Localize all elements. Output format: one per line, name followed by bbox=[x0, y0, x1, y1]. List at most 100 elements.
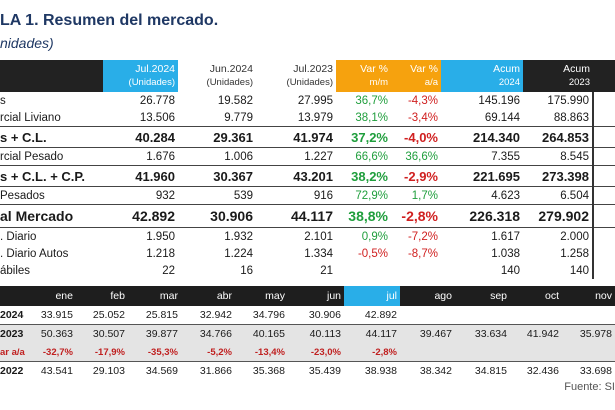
value-cell: 9.779 bbox=[224, 111, 253, 124]
year-row-2023: 2023 50.363 30.507 39.877 34.766 40.165 … bbox=[0, 324, 615, 343]
var-mm-cell: 38,2% bbox=[336, 165, 391, 187]
page-title: LA 1. Resumen del mercado. bbox=[0, 12, 219, 29]
table-row: Pesados 932 539 916 72,9% 1,7% 4.623 6.5… bbox=[0, 186, 615, 205]
value-cell: 30.906 bbox=[178, 204, 256, 228]
var-aa-row: ar a/a -32,7% -17,9% -35,3% -5,2% -13,4%… bbox=[0, 343, 615, 362]
value-cell: 4.623 bbox=[491, 189, 520, 202]
table-row-subtotal: s + C.L. 40.284 29.361 41.974 37,2% -4,0… bbox=[0, 126, 615, 148]
value-cell: 27.995 bbox=[297, 94, 333, 107]
market-summary-table: Jul.2024 (Unidades) Jun.2024 (Unidades) Ju… bbox=[0, 60, 615, 279]
table-row: s 26.778 19.582 27.995 36,7% -4,3% 145.1… bbox=[0, 92, 615, 109]
month-value: 32.942 bbox=[199, 309, 232, 321]
var-aa-cell: -4,3% bbox=[407, 94, 438, 107]
row-edge bbox=[592, 262, 615, 279]
header-var-aa: Var % a/a bbox=[391, 60, 441, 92]
month-value: 40.165 bbox=[235, 324, 288, 343]
var-value: -13,4% bbox=[235, 343, 288, 362]
var-mm-cell: -0,5% bbox=[357, 247, 388, 260]
year-label: 2022 bbox=[0, 361, 28, 380]
row-edge bbox=[592, 92, 615, 109]
row-label: rcial Liviano bbox=[0, 111, 61, 124]
value-cell: 1.258 bbox=[560, 247, 589, 260]
month-header: may bbox=[235, 286, 288, 306]
value-cell: 1.932 bbox=[224, 230, 253, 243]
table-row-total: al Mercado 42.892 30.906 44.117 38,8% -2… bbox=[0, 204, 615, 228]
row-edge bbox=[592, 165, 615, 187]
row-label: s + C.L. bbox=[0, 126, 103, 148]
table-row: . Diario Autos 1.218 1.224 1.334 -0,5% -… bbox=[0, 245, 615, 262]
value-cell: 226.318 bbox=[441, 204, 523, 228]
value-cell: 7.355 bbox=[491, 150, 520, 163]
row-edge bbox=[592, 245, 615, 262]
value-cell: 41.974 bbox=[256, 126, 336, 148]
var-mm-cell: 66,6% bbox=[355, 150, 388, 163]
year-row-2024: 2024 33.915 25.052 25.815 32.942 34.796 … bbox=[0, 306, 615, 325]
var-mm-cell: 72,9% bbox=[355, 189, 388, 202]
var-value: -32,7% bbox=[28, 343, 76, 362]
month-value: 33.698 bbox=[562, 361, 615, 380]
month-header: abr bbox=[181, 286, 235, 306]
month-header: ene bbox=[28, 286, 76, 306]
value-cell: 6.504 bbox=[560, 189, 589, 202]
row-edge bbox=[592, 204, 615, 228]
month-value: 38.342 bbox=[400, 361, 455, 380]
month-value bbox=[455, 306, 510, 325]
value-cell: 916 bbox=[313, 189, 333, 202]
month-value: 43.541 bbox=[28, 361, 76, 380]
month-value: 42.892 bbox=[364, 309, 397, 321]
month-header: oct bbox=[510, 286, 562, 306]
value-cell: 273.398 bbox=[523, 165, 593, 187]
var-value bbox=[562, 343, 615, 362]
month-header: feb bbox=[76, 286, 128, 306]
var-aa-cell: -7,2% bbox=[407, 230, 438, 243]
page-subtitle: nidades) bbox=[0, 35, 54, 51]
var-mm-cell: 0,9% bbox=[361, 230, 388, 243]
value-cell: 2.101 bbox=[304, 230, 333, 243]
value-cell: 1.950 bbox=[146, 230, 175, 243]
month-header: sep bbox=[455, 286, 510, 306]
month-value: 39.467 bbox=[400, 324, 455, 343]
value-cell: 30.367 bbox=[178, 165, 256, 187]
month-value: 35.368 bbox=[235, 361, 288, 380]
var-aa-cell: -2,9% bbox=[391, 165, 441, 187]
table-row: rcial Pesado 1.676 1.006 1.227 66,6% 36,… bbox=[0, 147, 615, 166]
var-mm-cell: 38,1% bbox=[355, 111, 388, 124]
month-header: ago bbox=[400, 286, 455, 306]
month-value: 31.866 bbox=[181, 361, 235, 380]
var-aa-cell: 36,6% bbox=[405, 150, 438, 163]
month-header-current: jul bbox=[344, 286, 400, 306]
value-cell: 175.990 bbox=[547, 94, 589, 107]
value-cell: 13.979 bbox=[297, 111, 333, 124]
var-value: -17,9% bbox=[76, 343, 128, 362]
value-cell: 214.340 bbox=[441, 126, 523, 148]
var-aa-cell: -3,4% bbox=[407, 111, 438, 124]
month-value: 34.815 bbox=[455, 361, 510, 380]
header-acum-2023: Acum 2023 bbox=[523, 60, 593, 92]
row-edge bbox=[592, 227, 615, 245]
month-header: nov bbox=[562, 286, 615, 306]
month-value: 29.103 bbox=[76, 361, 128, 380]
var-value bbox=[455, 343, 510, 362]
var-aa-cell: 1,7% bbox=[411, 189, 438, 202]
value-cell: 1.006 bbox=[224, 150, 253, 163]
var-label: ar a/a bbox=[0, 343, 28, 362]
month-value: 34.796 bbox=[252, 309, 285, 321]
var-aa-cell bbox=[391, 262, 441, 279]
month-value: 44.117 bbox=[344, 324, 400, 343]
monthly-table: ene feb mar abr may jun jul ago sep oct … bbox=[0, 286, 615, 380]
value-cell: 140 bbox=[500, 264, 520, 277]
value-cell: 8.545 bbox=[560, 150, 589, 163]
month-value: 38.938 bbox=[344, 361, 400, 380]
row-label: . Diario bbox=[0, 230, 37, 243]
value-cell: 1.224 bbox=[224, 247, 253, 260]
value-cell: 43.201 bbox=[256, 165, 336, 187]
value-cell: 41.960 bbox=[103, 165, 178, 187]
value-cell: 88.863 bbox=[553, 111, 589, 124]
value-cell: 539 bbox=[233, 189, 253, 202]
value-cell: 42.892 bbox=[103, 204, 178, 228]
month-value: 25.052 bbox=[92, 309, 125, 321]
var-mm-cell: 38,8% bbox=[336, 204, 391, 228]
year-label: 2023 bbox=[0, 324, 28, 343]
header-jun-2024: Jun.2024 (Unidades) bbox=[178, 60, 256, 92]
value-cell: 21 bbox=[320, 264, 333, 277]
